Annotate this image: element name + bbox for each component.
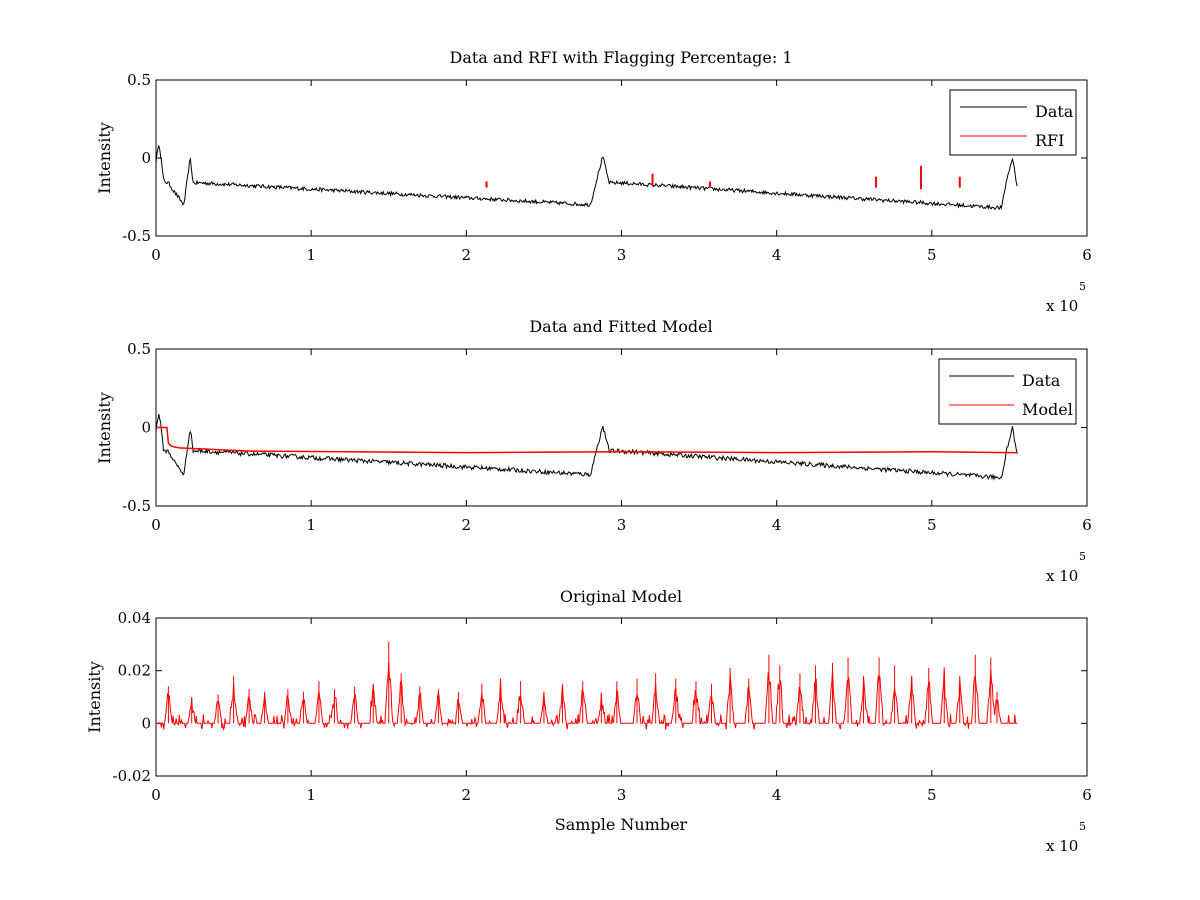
- x-tick-label: 4: [772, 786, 782, 804]
- legend-label-model: Model: [1022, 400, 1073, 419]
- x-tick-label: 6: [1082, 516, 1092, 534]
- series-line-original-model: [155, 661, 1018, 731]
- x-tick-label: 4: [772, 246, 782, 264]
- ticks-group: 0 1 2 3 4 5 6-0.500.5: [122, 71, 1092, 264]
- x-tick-label: 2: [462, 516, 472, 534]
- y-axis-label: Intensity: [95, 122, 114, 194]
- x-tick-label: 2: [462, 246, 472, 264]
- ticks-group: 0 1 2 3 4 5 6-0.500.5: [122, 340, 1092, 534]
- y-tick-label: -0.5: [122, 227, 151, 245]
- x-tick-label: 3: [617, 516, 627, 534]
- x-tick-label: 0: [151, 516, 161, 534]
- y-tick-label: 0.5: [127, 71, 151, 89]
- y-tick-label: 0: [141, 419, 151, 437]
- x-tick-label: 1: [306, 786, 316, 804]
- y-axis-label: Intensity: [85, 661, 104, 733]
- subplot-3: Original Model Intensity Sample Number x…: [85, 587, 1092, 855]
- y-tick-label: -0.02: [113, 767, 151, 785]
- x-tick-label: 1: [306, 246, 316, 264]
- x-tick-label: 0: [151, 246, 161, 264]
- y-tick-label: 0: [141, 149, 151, 167]
- chart-title: Data and RFI with Flagging Percentage: 1: [449, 48, 792, 67]
- x-tick-label: 5: [927, 246, 937, 264]
- legend-box: [938, 358, 1077, 425]
- plot-group: [155, 641, 1018, 731]
- x-multiplier-exponent: 5: [1079, 550, 1086, 563]
- series-line-data: [155, 144, 1018, 211]
- subplot-1: Data and RFI with Flagging Percentage: 1…: [95, 48, 1092, 315]
- x-tick-label: 6: [1082, 246, 1092, 264]
- x-tick-label: 3: [617, 246, 627, 264]
- series-line-data: [155, 413, 1018, 481]
- legend-label-data: Data: [1035, 102, 1074, 121]
- x-tick-label: 0: [151, 786, 161, 804]
- x-tick-label: 1: [306, 516, 316, 534]
- x-tick-label: 2: [462, 786, 472, 804]
- x-tick-label: 5: [927, 786, 937, 804]
- x-multiplier-base: x 10: [1046, 837, 1078, 855]
- x-multiplier-exponent: 5: [1079, 820, 1086, 833]
- chart-title: Original Model: [560, 587, 682, 606]
- x-tick-label: 4: [772, 516, 782, 534]
- y-tick-label: 0.04: [118, 609, 151, 627]
- x-tick-label: 3: [617, 786, 627, 804]
- x-tick-label: 5: [927, 516, 937, 534]
- x-multiplier-base: x 10: [1046, 297, 1078, 315]
- y-tick-label: 0: [141, 714, 151, 732]
- subplot-2: Data and Fitted Model Intensity x 10 5 0…: [95, 317, 1092, 585]
- y-tick-label: -0.5: [122, 497, 151, 515]
- plot-group: [155, 144, 1018, 211]
- legend-box: [949, 89, 1077, 156]
- y-tick-label: 0.02: [118, 662, 151, 680]
- y-axis-label: Intensity: [95, 392, 114, 464]
- x-axis-label: Sample Number: [555, 815, 688, 834]
- legend: Data RFI: [949, 89, 1077, 156]
- legend-label-rfi: RFI: [1035, 131, 1064, 150]
- x-tick-label: 6: [1082, 786, 1092, 804]
- chart-title: Data and Fitted Model: [529, 317, 712, 336]
- legend: Data Model: [938, 358, 1077, 425]
- x-multiplier-base: x 10: [1046, 567, 1078, 585]
- y-tick-label: 0.5: [127, 340, 151, 358]
- series-line-model: [156, 426, 1018, 454]
- plot-group: [155, 413, 1018, 481]
- x-multiplier-exponent: 5: [1079, 280, 1086, 293]
- legend-label-data: Data: [1022, 371, 1061, 390]
